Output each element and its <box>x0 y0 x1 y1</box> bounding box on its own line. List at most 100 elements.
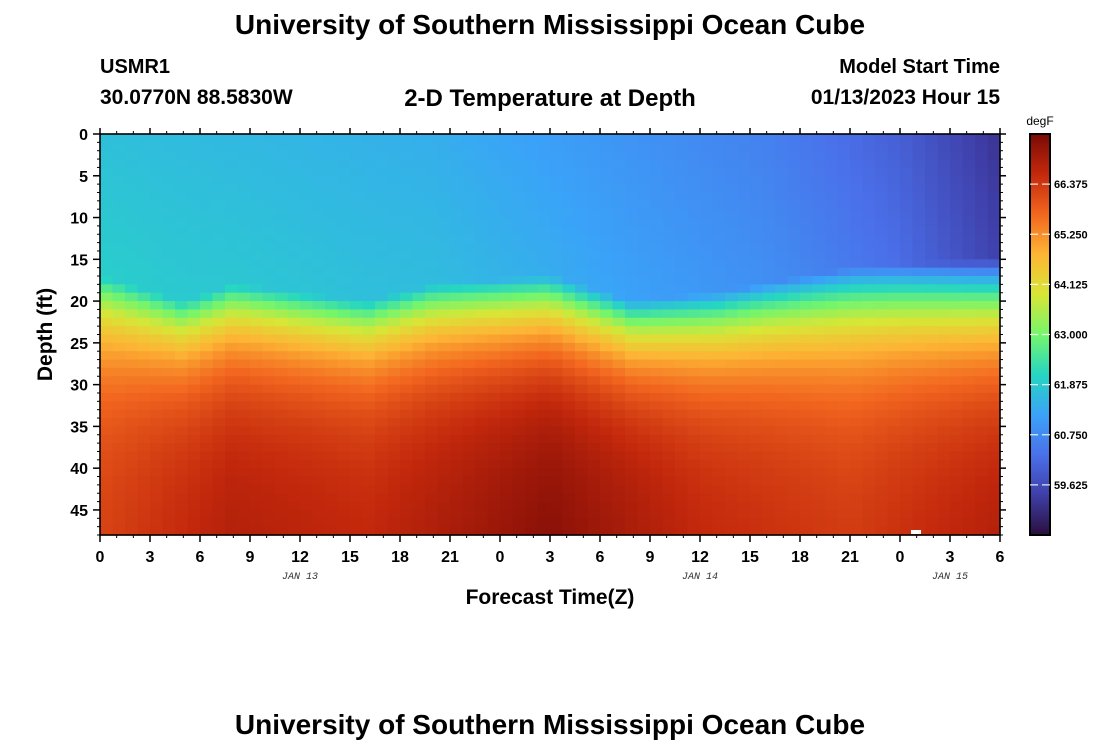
heatmap-cell <box>612 192 626 202</box>
heatmap-cell <box>762 250 776 260</box>
heatmap-cell <box>587 284 601 294</box>
heatmap-cell <box>750 326 764 336</box>
heatmap-cell <box>687 468 701 478</box>
heatmap-cell <box>300 259 314 269</box>
heatmap-cell <box>662 443 676 453</box>
heatmap-cell <box>375 351 389 361</box>
heatmap-cell <box>475 250 489 260</box>
heatmap-cell <box>687 259 701 269</box>
heatmap-cell <box>675 184 689 194</box>
heatmap-cell <box>125 484 139 494</box>
heatmap-cell <box>275 418 289 427</box>
heatmap-cell <box>450 134 464 143</box>
heatmap-cell <box>412 459 426 469</box>
heatmap-cell <box>850 159 864 169</box>
heatmap-cell <box>650 225 664 235</box>
heatmap-cell <box>650 309 664 319</box>
heatmap-cell <box>337 250 351 260</box>
heatmap-cell <box>137 250 151 260</box>
heatmap-cell <box>237 134 251 143</box>
heatmap-cell <box>200 317 214 327</box>
heatmap-cell <box>812 234 826 244</box>
heatmap-cell <box>187 175 201 185</box>
heatmap-cell <box>412 526 426 536</box>
heatmap-cell <box>512 468 526 478</box>
y-tick-label: 25 <box>70 336 88 353</box>
heatmap-cell <box>987 326 1001 336</box>
heatmap-cell <box>112 476 126 486</box>
heatmap-cell <box>775 150 789 160</box>
heatmap-cell <box>862 167 876 177</box>
heatmap-cell <box>750 493 764 503</box>
heatmap-cell <box>612 167 626 177</box>
heatmap-cell <box>350 259 364 269</box>
heatmap-cell <box>575 192 589 202</box>
heatmap-cell <box>162 134 176 143</box>
heatmap-cell <box>537 484 551 494</box>
heatmap-cell <box>100 250 114 260</box>
heatmap-cell <box>475 426 489 436</box>
heatmap-cell <box>400 259 414 269</box>
heatmap-cell <box>525 367 539 377</box>
heatmap-cell <box>937 192 951 202</box>
heatmap-cell <box>737 284 751 294</box>
heatmap-cell <box>237 342 251 352</box>
heatmap-cell <box>537 509 551 519</box>
heatmap-cell <box>500 267 514 277</box>
heatmap-cell <box>712 493 726 503</box>
heatmap-cell <box>275 351 289 361</box>
heatmap-cell <box>625 209 639 219</box>
heatmap-cell <box>375 493 389 503</box>
heatmap-cell <box>225 209 239 219</box>
heatmap-cell <box>337 234 351 244</box>
heatmap-cell <box>725 426 739 436</box>
heatmap-cell <box>125 142 139 152</box>
heatmap-cell <box>937 292 951 302</box>
heatmap-cell <box>150 209 164 219</box>
heatmap-cell <box>262 468 276 478</box>
heatmap-cell <box>962 184 976 194</box>
heatmap-cell <box>225 184 239 194</box>
heatmap-cell <box>925 142 939 152</box>
heatmap-cell <box>300 242 314 252</box>
heatmap-cell <box>875 284 889 294</box>
heatmap-cell <box>775 509 789 519</box>
heatmap-cell <box>787 200 801 210</box>
heatmap-cell <box>125 409 139 419</box>
heatmap-cell <box>675 418 689 427</box>
heatmap-cell <box>900 459 914 469</box>
heatmap-cell <box>212 234 226 244</box>
heatmap-cell <box>787 359 801 369</box>
heatmap-cell <box>587 167 601 177</box>
heatmap-cell <box>712 309 726 319</box>
heatmap-cell <box>575 326 589 336</box>
heatmap-cell <box>487 167 501 177</box>
heatmap-cell <box>487 401 501 411</box>
heatmap-cell <box>412 434 426 444</box>
heatmap-cell <box>650 250 664 260</box>
heatmap-cell <box>712 184 726 194</box>
heatmap-cell <box>912 451 926 461</box>
heatmap-cell <box>587 451 601 461</box>
heatmap-cell <box>625 259 639 269</box>
date-label: JAN 14 <box>682 572 718 583</box>
heatmap-cell <box>925 342 939 352</box>
heatmap-cell <box>725 476 739 486</box>
heatmap-cell <box>125 426 139 436</box>
heatmap-cell <box>837 184 851 194</box>
heatmap-cell <box>387 292 401 302</box>
heatmap-cell <box>525 342 539 352</box>
x-tick-label: 21 <box>841 549 859 566</box>
heatmap-cell <box>412 426 426 436</box>
heatmap-cell <box>662 175 676 185</box>
heatmap-cell <box>425 284 439 294</box>
heatmap-cell <box>312 276 326 285</box>
heatmap-cell <box>962 200 976 210</box>
heatmap-cell <box>550 309 564 319</box>
heatmap-cell <box>250 209 264 219</box>
heatmap-cell <box>612 359 626 369</box>
heatmap-cell <box>425 468 439 478</box>
heatmap-cell <box>887 476 901 486</box>
heatmap-cell <box>600 418 614 427</box>
heatmap-cell <box>375 443 389 453</box>
